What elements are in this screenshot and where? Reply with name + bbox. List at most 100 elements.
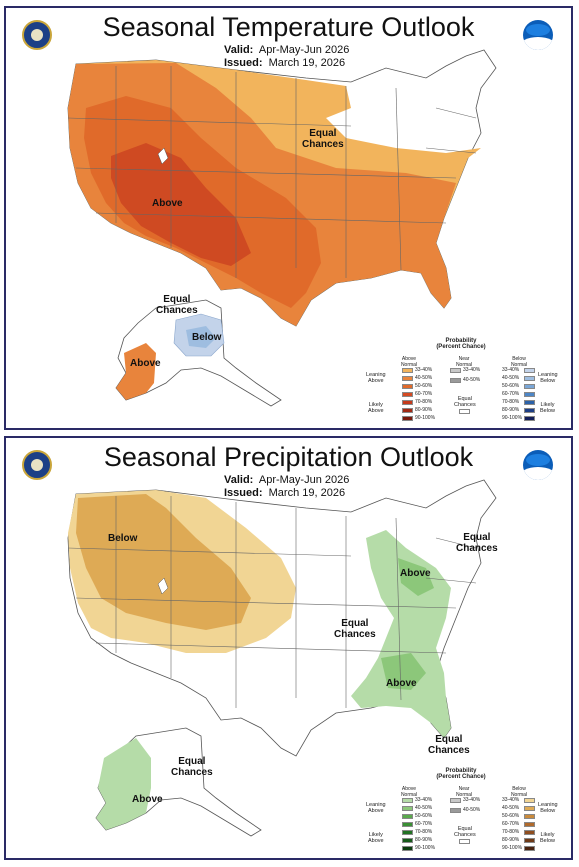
- legend-above-range: 40-50%: [415, 805, 433, 811]
- legend-above-range: 40-50%: [415, 375, 433, 381]
- temp-60-70-zone: [111, 143, 251, 266]
- alaska-above-zone: [96, 738, 151, 830]
- legend-above-range: 60-70%: [415, 821, 433, 827]
- legend-below-range: 33-40%: [502, 367, 520, 373]
- legend-below-range: 40-50%: [502, 375, 520, 381]
- legend-below-range: 50-60%: [502, 383, 520, 389]
- temperature-map: [67, 49, 497, 407]
- temperature-issued: Issued: March 19, 2026: [224, 57, 346, 69]
- precip-above-40-50-ne: [398, 558, 434, 596]
- legend-above-range: 80-90%: [415, 407, 433, 413]
- legend-above-swatch: [402, 846, 413, 851]
- legend-near-range: 33-40%: [463, 367, 481, 373]
- legend-below-swatch: [524, 814, 535, 819]
- legend-below-swatch: [524, 416, 535, 421]
- legend-likely-above: Likely Above: [368, 402, 384, 414]
- legend-above-range: 33-40%: [415, 367, 433, 373]
- temp-label-below: Below: [192, 332, 222, 343]
- legend-above-swatch: [402, 830, 413, 835]
- precip-label-ak-above: Above: [132, 794, 163, 805]
- legend-equal-chances: Equal Chances: [454, 826, 476, 838]
- legend-above-swatch: [402, 838, 413, 843]
- legend-above-swatch: [402, 384, 413, 389]
- precipitation-valid: Valid: Apr-May-Jun 2026: [224, 474, 350, 486]
- legend-below-swatch: [524, 830, 535, 835]
- precipitation-legend: Probability (Percent Chance) Above Norma…: [366, 768, 566, 860]
- legend-near-swatch: [450, 808, 461, 813]
- legend-below-range: 33-40%: [502, 797, 520, 803]
- legend-likely-below: Likely Below: [540, 832, 555, 844]
- legend-above-swatch: [402, 392, 413, 397]
- legend-above-range: 80-90%: [415, 837, 433, 843]
- legend-above-swatch: [402, 416, 413, 421]
- temp-label-ak-above: Above: [130, 358, 161, 369]
- precip-label-se-equal-chances: Equal Chances: [428, 734, 470, 756]
- legend-above-range: 90-100%: [415, 415, 436, 421]
- precip-label-ne-equal-chances: Equal Chances: [456, 532, 498, 554]
- temperature-legend: Probability (Percent Chance) Above Norma…: [366, 338, 566, 430]
- legend-below-swatch: [524, 838, 535, 843]
- legend-above-range: 50-60%: [415, 383, 433, 389]
- legend-above-range: 70-80%: [415, 399, 433, 405]
- legend-below-swatch: [524, 384, 535, 389]
- state-boundaries: [67, 496, 477, 708]
- legend-below-swatch: [524, 400, 535, 405]
- legend-near-swatch: [450, 368, 461, 373]
- legend-near-range: 33-40%: [463, 797, 481, 803]
- legend-above-range: 50-60%: [415, 813, 433, 819]
- temp-label-above: Above: [152, 198, 183, 209]
- precip-label-below: Below: [108, 533, 138, 544]
- legend-above-swatch: [402, 400, 413, 405]
- legend-below-range: 90-100%: [502, 415, 523, 421]
- noaa-logo-icon: [523, 450, 553, 480]
- legend-below-header: Below Normal: [510, 786, 528, 798]
- legend-near-swatch: [450, 378, 461, 383]
- legend-below-range: 60-70%: [502, 821, 520, 827]
- legend-above-swatch: [402, 368, 413, 373]
- legend-equal-chances: Equal Chances: [454, 396, 476, 408]
- legend-above-swatch: [402, 376, 413, 381]
- legend-below-range: 40-50%: [502, 805, 520, 811]
- legend-leaning-below: Leaning Below: [538, 372, 558, 384]
- legend-likely-above: Likely Above: [368, 832, 384, 844]
- legend-below-swatch: [524, 408, 535, 413]
- legend-likely-below: Likely Below: [540, 402, 555, 414]
- legend-below-range: 80-90%: [502, 837, 520, 843]
- temperature-valid: Valid: Apr-May-Jun 2026: [224, 44, 350, 56]
- legend-leaning-below: Leaning Below: [538, 802, 558, 814]
- legend-above-swatch: [402, 798, 413, 803]
- legend-above-range: 60-70%: [415, 391, 433, 397]
- legend-below-swatch: [524, 846, 535, 851]
- legend-near-range: 40-50%: [463, 377, 481, 383]
- doc-seal-icon: [22, 450, 52, 480]
- legend-above-range: 70-80%: [415, 829, 433, 835]
- legend-near-swatch: [450, 798, 461, 803]
- legend-below-range: 70-80%: [502, 399, 520, 405]
- legend-above-swatch: [402, 822, 413, 827]
- legend-above-swatch: [402, 806, 413, 811]
- legend-equal-chances-swatch: [459, 839, 470, 844]
- legend-below-range: 60-70%: [502, 391, 520, 397]
- legend-below-swatch: [524, 392, 535, 397]
- state-boundaries: [67, 66, 477, 278]
- legend-below-swatch: [524, 798, 535, 803]
- legend-equal-chances-swatch: [459, 409, 470, 414]
- legend-above-range: 90-100%: [415, 845, 436, 851]
- legend-title: Probability (Percent Chance): [436, 768, 486, 780]
- legend-below-range: 90-100%: [502, 845, 523, 851]
- precipitation-title: Seasonal Precipitation Outlook: [103, 442, 474, 472]
- legend-above-range: 33-40%: [415, 797, 433, 803]
- precip-label-equal-chances: Equal Chances: [334, 618, 376, 640]
- legend-near-header: Near Normal: [455, 786, 473, 798]
- legend-leaning-above: Leaning Above: [366, 802, 386, 814]
- legend-below-range: 50-60%: [502, 813, 520, 819]
- legend-title: Probability (Percent Chance): [436, 338, 486, 350]
- doc-seal-icon: [22, 20, 52, 50]
- noaa-logo-icon: [523, 20, 553, 50]
- precipitation-outlook-panel: Seasonal Precipitation Outlook Valid: Ap…: [4, 436, 573, 860]
- precip-label-above-ne: Above: [400, 568, 431, 579]
- precip-below-40-50-zone: [76, 494, 251, 630]
- precipitation-issued: Issued: March 19, 2026: [224, 487, 346, 499]
- legend-below-range: 80-90%: [502, 407, 520, 413]
- precip-label-ak-equal-chances: Equal Chances: [171, 756, 213, 778]
